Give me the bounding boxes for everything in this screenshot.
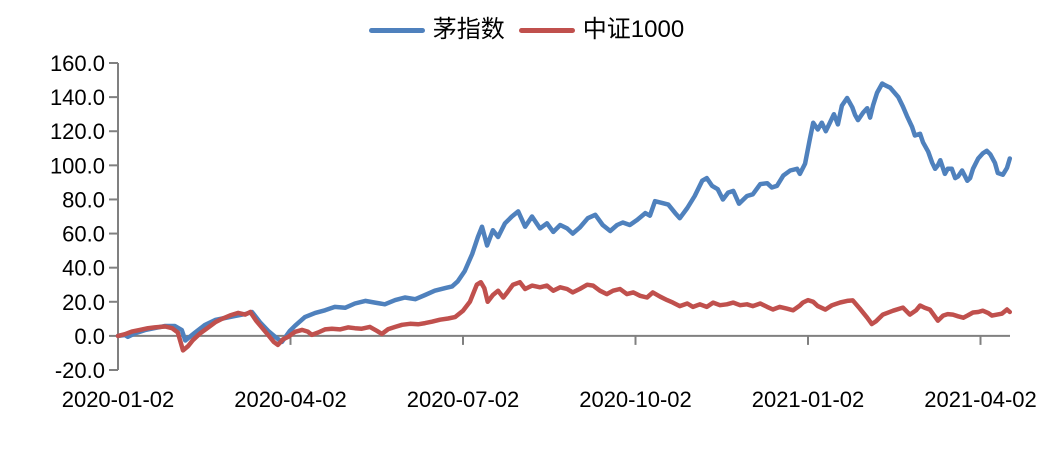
- y-tick-label: 40.0: [62, 256, 105, 281]
- legend-label-mao-index: 茅指数: [432, 16, 505, 43]
- y-tick-label: 140.0: [50, 85, 105, 110]
- x-tick-label: 2020-04-02: [234, 387, 347, 412]
- legend-item-csi1000: 中证1000: [518, 14, 685, 46]
- legend-item-mao-index: 茅指数: [368, 14, 505, 46]
- legend-line-swatch-blue: [368, 27, 425, 33]
- series-line-mao-index: [115, 81, 1013, 345]
- x-tick-label: 2021-01-02: [752, 387, 865, 412]
- y-tick-label: 120.0: [50, 119, 105, 144]
- y-tick-label: 20.0: [62, 290, 105, 315]
- legend-label-csi1000: 中证1000: [582, 16, 685, 43]
- y-tick-label: 60.0: [62, 222, 105, 247]
- chart-legend: 茅指数 中证1000: [0, 14, 1053, 46]
- y-tick-label: 160.0: [50, 51, 105, 76]
- y-tick-label: 100.0: [50, 153, 105, 178]
- legend-line-swatch-red: [518, 27, 575, 33]
- x-tick-label: 2020-01-02: [62, 387, 175, 412]
- y-tick-label: 80.0: [62, 187, 105, 212]
- series-line-csi1000: [115, 279, 1013, 353]
- y-tick-label: 0.0: [74, 324, 105, 349]
- x-tick-label: 2020-10-02: [579, 387, 692, 412]
- y-tick-label: -20.0: [55, 358, 105, 383]
- x-tick-label: 2020-07-02: [407, 387, 520, 412]
- x-tick-label: 2021-04-02: [924, 387, 1037, 412]
